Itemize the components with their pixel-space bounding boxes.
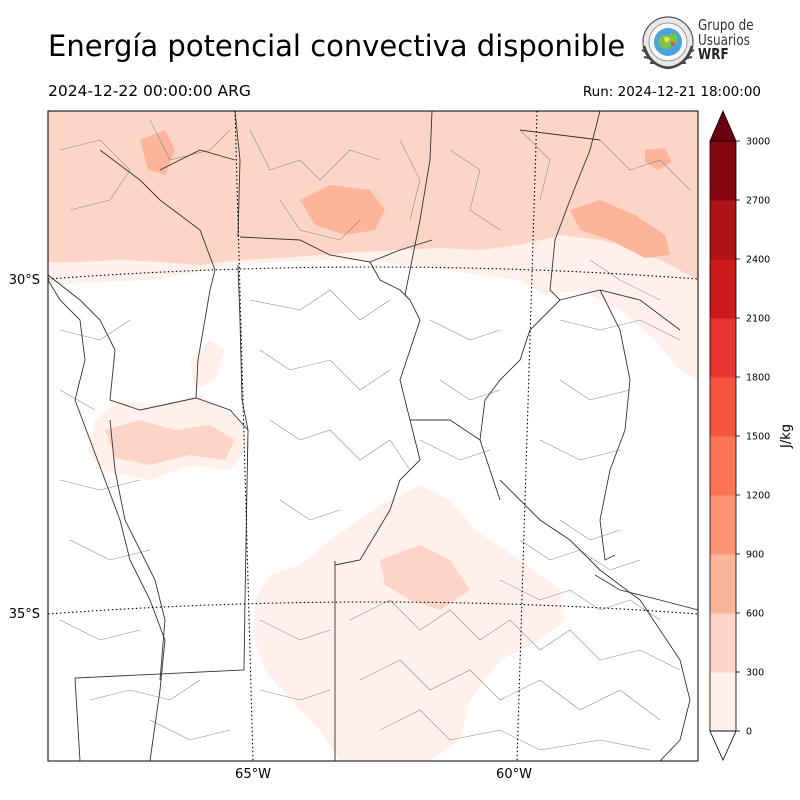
wrf-logo: Grupo de Usuarios WRF [638, 16, 788, 72]
colorbar: 0 300 600 900 1200 1500 1800 2100 2400 2700 3000 [709, 109, 770, 761]
colorbar-tick-label: 0 [746, 727, 752, 738]
lon-label-65w: 65°W [235, 767, 271, 782]
boundary-santiago [159, 111, 241, 238]
colorbar-segment [710, 672, 736, 732]
boundary-uruguay-river [599, 289, 631, 561]
colorbar-segment [710, 377, 736, 437]
colorbar-tick-label: 900 [746, 550, 764, 561]
colorbar-segment [710, 436, 736, 496]
colorbar-unit: J/kg [779, 424, 794, 449]
colorbar-tick-label: 2400 [746, 255, 770, 266]
colorbar-tick-label: 1500 [746, 432, 770, 443]
cape-band-600-900-b [570, 200, 670, 258]
colorbar-segment [710, 554, 736, 614]
cape-band-300-600-west [105, 420, 235, 465]
boundary-buenos-aires [499, 479, 691, 761]
colorbar-segment [710, 613, 736, 673]
boundary-la-rioja-sj [48, 274, 249, 431]
logo-line-3: WRF [698, 45, 729, 63]
colorbar-segment [710, 200, 736, 260]
lon-label-60w: 60°W [496, 767, 532, 782]
colorbar-segment [710, 259, 736, 319]
cape-band-600-900-c [140, 130, 175, 175]
graticule [48, 111, 698, 761]
cape-field [48, 111, 698, 761]
logo-line-1: Grupo de [698, 16, 754, 34]
map-title: Energía potencial convectiva disponible [48, 29, 626, 63]
lat-line-30s [48, 266, 698, 280]
boundary-chile [48, 279, 166, 761]
department-boundaries [59, 119, 691, 751]
colorbar-extend-min [709, 730, 737, 761]
cape-band-600-900-d [645, 148, 672, 170]
colorbar-tick-label: 2700 [746, 196, 770, 207]
cape-band-0-300-central [190, 340, 225, 390]
lat-line-35s [48, 601, 698, 615]
boundary-rio-plata [594, 574, 698, 611]
boundary-corrientes [559, 289, 681, 331]
boundary-mendoza [109, 419, 166, 681]
lon-line-65w [234, 111, 254, 761]
lon-line-60w [516, 111, 538, 761]
boundary-santa-fe [404, 111, 501, 501]
boundary-cordoba-west [239, 236, 421, 566]
colorbar-extend-max [709, 109, 737, 142]
boundary-catamarca [99, 149, 216, 399]
boundary-chaco [369, 129, 601, 263]
colorbar-tick-label: 1800 [746, 373, 770, 384]
run-time: Run: 2024-12-21 18:00:00 [582, 84, 761, 100]
map-frame [47, 110, 699, 762]
colorbar-segment [710, 318, 736, 378]
colorbar-tick-label: 2100 [746, 314, 770, 325]
colorbar-tick-label: 300 [746, 668, 764, 679]
wrf-globe-laurel-icon [641, 16, 695, 70]
logo-line-2: Usuarios [698, 30, 750, 49]
cape-band-300-600-south [380, 545, 470, 610]
colorbar-segment [710, 495, 736, 555]
cape-band-0-300-south [255, 485, 565, 761]
colorbar-tick-label: 600 [746, 609, 764, 620]
logo-text: Grupo de Usuarios WRF [698, 18, 754, 62]
cape-band-600-900-a [300, 185, 385, 235]
colorbar-tick-label: 3000 [746, 137, 770, 148]
lat-label-30s: 30°S [9, 273, 40, 288]
colorbar-segment [710, 141, 736, 201]
colorbar-tick-label: 1200 [746, 491, 770, 502]
province-boundaries [48, 111, 698, 761]
valid-time: 2024-12-22 00:00:00 ARG [48, 82, 251, 100]
lat-label-35s: 35°S [9, 607, 40, 622]
